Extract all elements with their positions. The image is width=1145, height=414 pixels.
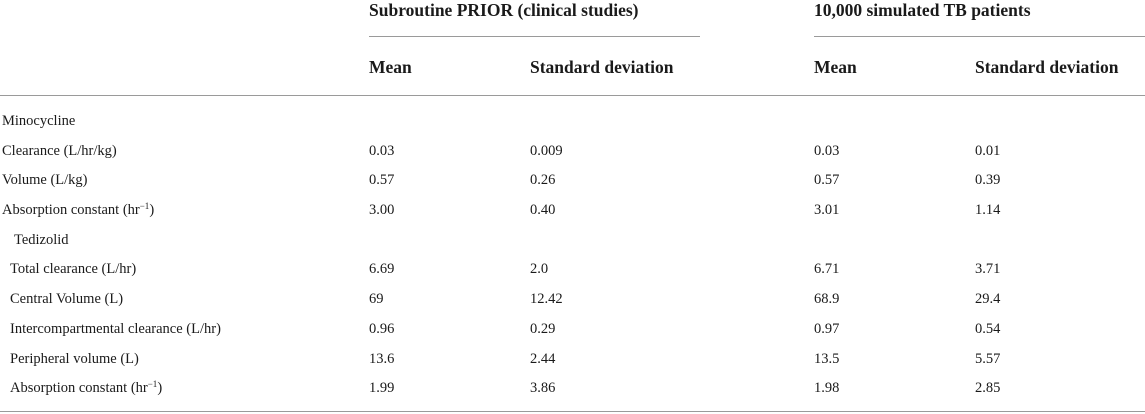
prior-mean-cell: 13.6 <box>369 350 395 367</box>
sim-mean-cell: 0.57 <box>814 172 840 189</box>
row-label-text: Absorption constant (hr <box>10 380 148 397</box>
row-label-superscript: −1 <box>147 379 158 390</box>
sim-mean-cell: 0.03 <box>814 142 840 159</box>
section-row-minocycline: Minocycline <box>0 107 1145 137</box>
sim-mean-cell: 6.71 <box>814 261 840 278</box>
table-row: Peripheral volume (L) 13.6 2.44 13.5 5.5… <box>0 345 1145 375</box>
prior-sd-cell: 0.009 <box>530 142 563 159</box>
table-row: Volume (L/kg) 0.57 0.26 0.57 0.39 <box>0 166 1145 196</box>
row-label-text: Absorption constant (hr <box>2 202 140 219</box>
prior-sd-cell: 3.86 <box>530 380 556 397</box>
prior-mean-cell: 0.57 <box>369 172 395 189</box>
table-row: Total clearance (L/hr) 6.69 2.0 6.71 3.7… <box>0 255 1145 285</box>
row-label: Clearance (L/hr/kg) <box>2 142 117 159</box>
group-header-prior: Subroutine PRIOR (clinical studies) <box>369 0 639 20</box>
prior-sd-cell: 0.29 <box>530 320 556 337</box>
group-rule-prior <box>369 36 700 37</box>
header-rule <box>0 95 1145 96</box>
prior-mean-cell: 3.00 <box>369 202 395 219</box>
row-label: Absorption constant (hr−1) <box>10 374 162 404</box>
prior-sd-cell: 2.0 <box>530 261 549 278</box>
sim-mean-cell: 0.97 <box>814 320 840 337</box>
sim-sd-cell: 1.14 <box>975 202 1001 219</box>
sim-sd-cell: 5.57 <box>975 350 1001 367</box>
sim-sd-cell: 29.4 <box>975 291 1001 308</box>
section-row-tedizolid: Tedizolid <box>0 226 1145 256</box>
sim-sd-cell: 0.54 <box>975 320 1001 337</box>
prior-sd-cell: 2.44 <box>530 350 556 367</box>
sim-sd-cell: 2.85 <box>975 380 1001 397</box>
sim-sd-cell: 3.71 <box>975 261 1001 278</box>
sim-mean-cell: 3.01 <box>814 202 840 219</box>
table-body: Minocycline Clearance (L/hr/kg) 0.03 0.0… <box>0 107 1145 404</box>
table-row: Central Volume (L) 69 12.42 68.9 29.4 <box>0 285 1145 315</box>
sim-mean-cell: 68.9 <box>814 291 840 308</box>
row-label: Total clearance (L/hr) <box>10 261 137 278</box>
prior-mean-cell: 6.69 <box>369 261 395 278</box>
row-label: Absorption constant (hr−1) <box>2 196 154 226</box>
row-label: Intercompartmental clearance (L/hr) <box>10 320 221 337</box>
col-header-prior-sd: Standard deviation <box>530 57 674 77</box>
prior-mean-cell: 1.99 <box>369 380 395 397</box>
row-label-superscript: −1 <box>139 201 150 212</box>
table-row: Intercompartmental clearance (L/hr) 0.96… <box>0 315 1145 345</box>
group-rule-simulated <box>814 36 1145 37</box>
prior-sd-cell: 12.42 <box>530 291 563 308</box>
prior-mean-cell: 0.96 <box>369 320 395 337</box>
prior-sd-cell: 0.40 <box>530 202 556 219</box>
col-header-prior-mean: Mean <box>369 57 412 77</box>
row-label: Minocycline <box>2 113 76 129</box>
bottom-rule <box>0 411 1145 412</box>
prior-sd-cell: 0.26 <box>530 172 556 189</box>
col-header-sim-mean: Mean <box>814 57 857 77</box>
sim-mean-cell: 13.5 <box>814 350 840 367</box>
group-header-simulated: 10,000 simulated TB patients <box>814 0 1031 20</box>
row-label: Peripheral volume (L) <box>10 350 139 367</box>
row-label-suffix: ) <box>157 380 163 397</box>
row-label: Central Volume (L) <box>10 291 124 308</box>
row-label: Tedizolid <box>14 231 69 248</box>
sim-sd-cell: 0.39 <box>975 172 1001 189</box>
sim-sd-cell: 0.01 <box>975 142 1001 159</box>
prior-mean-cell: 69 <box>369 291 384 308</box>
prior-mean-cell: 0.03 <box>369 142 395 159</box>
table-row: Clearance (L/hr/kg) 0.03 0.009 0.03 0.01 <box>0 137 1145 167</box>
row-label-suffix: ) <box>149 202 155 219</box>
row-label: Volume (L/kg) <box>2 172 88 189</box>
table-row: Absorption constant (hr−1) 1.99 3.86 1.9… <box>0 374 1145 404</box>
table-row: Absorption constant (hr−1) 3.00 0.40 3.0… <box>0 196 1145 226</box>
sim-mean-cell: 1.98 <box>814 380 840 397</box>
col-header-sim-sd: Standard deviation <box>975 57 1119 77</box>
